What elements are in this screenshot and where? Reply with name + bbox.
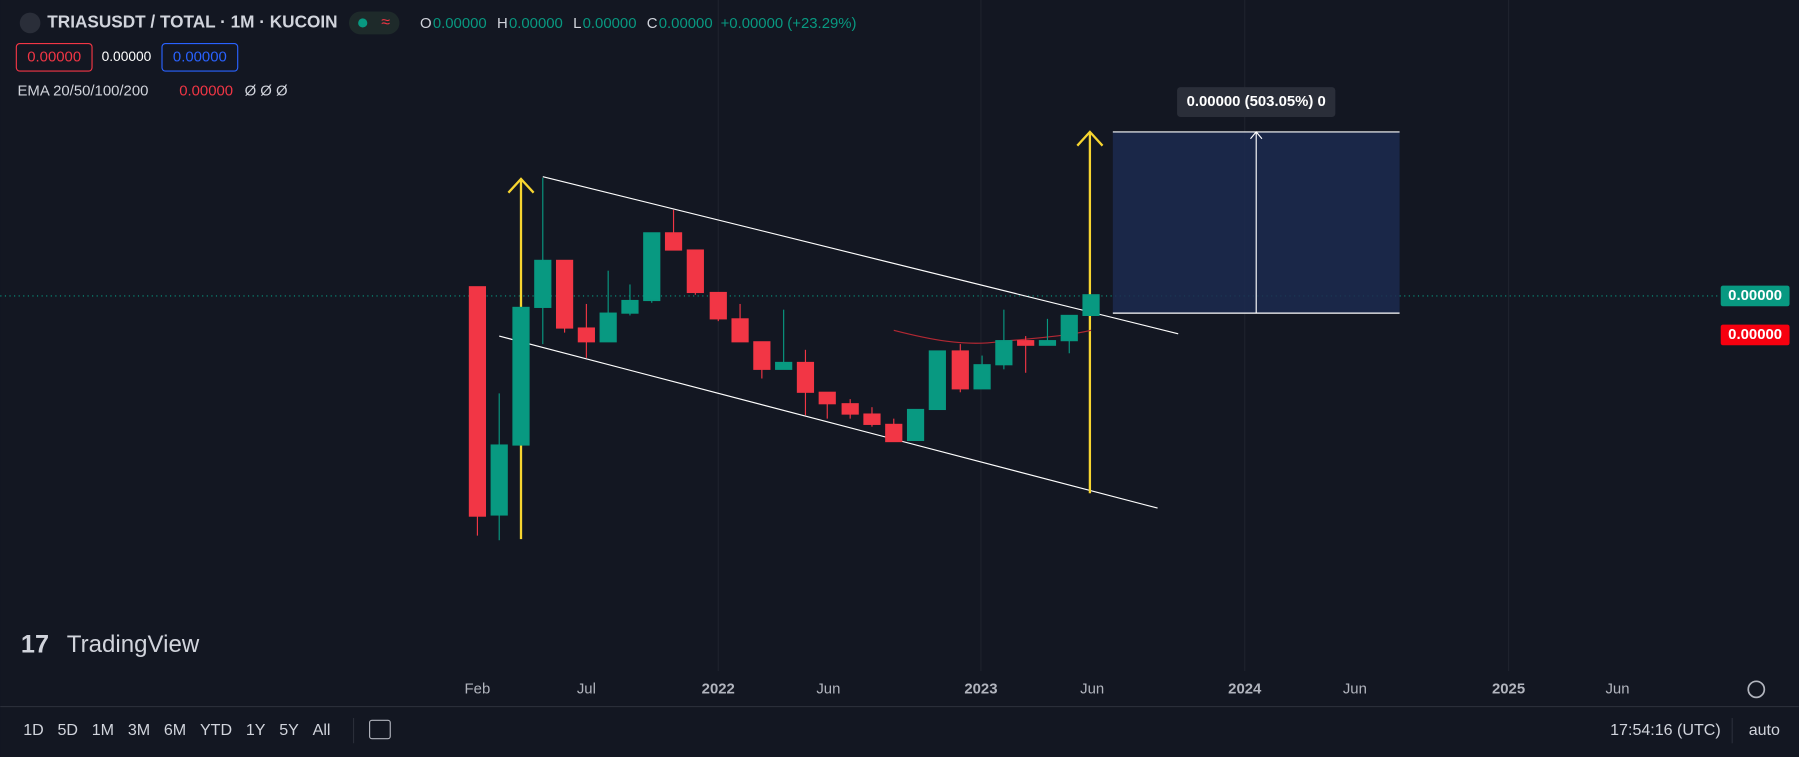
ohlc-value: 0.00000 xyxy=(509,16,563,32)
range-button[interactable]: 6M xyxy=(164,721,186,739)
ohlc-key: C xyxy=(647,16,658,32)
time-label: 2024 xyxy=(1228,681,1262,697)
drawings xyxy=(499,131,1400,509)
candles xyxy=(468,177,1100,541)
badge xyxy=(161,43,239,72)
change: +0.00000 (+23.29%) xyxy=(721,16,857,32)
status-icon: ≈ xyxy=(381,13,390,31)
range-button[interactable]: 3M xyxy=(128,721,150,739)
ohlc-key: O xyxy=(420,16,432,32)
time-label: 2023 xyxy=(964,681,997,697)
ohlc-value: 0.00000 xyxy=(583,16,637,32)
badge-label: 0.00000 xyxy=(102,49,152,64)
measure-tooltip xyxy=(1177,87,1336,117)
time-label: 2022 xyxy=(702,681,735,697)
ohlc-key: H xyxy=(497,16,508,32)
time-label: Jul xyxy=(577,681,596,697)
time-axis: Feb Jul 2022 Jun 2023 Jun 2024 Jun 2025 Jun xyxy=(465,681,1630,697)
measure-label: 0.00000 (503.05%) 0 xyxy=(1187,94,1326,110)
badge xyxy=(15,43,93,72)
range-button[interactable]: All xyxy=(313,721,331,739)
ohlc-key: L xyxy=(573,16,581,32)
price-label: 0.00000 xyxy=(1728,327,1782,343)
range-button[interactable]: YTD xyxy=(200,721,232,739)
price-tag xyxy=(1720,324,1790,346)
range-button[interactable]: 5D xyxy=(57,721,78,739)
range-button[interactable]: 1Y xyxy=(246,721,266,739)
badge-label: 0.00000 xyxy=(27,49,81,65)
indicator-name[interactable]: EMA 20/50/100/200 xyxy=(17,84,148,100)
symbol[interactable]: TRIASUSDT / TOTAL · 1M · KUCOIN xyxy=(47,11,337,31)
scale-mode[interactable]: auto xyxy=(1749,721,1780,739)
indicator-value: 0.00000 xyxy=(179,84,233,100)
time-label: Jun xyxy=(1605,681,1629,697)
logo-mark: 17 xyxy=(21,630,49,658)
time-label: Feb xyxy=(465,681,491,697)
status-pill xyxy=(348,11,400,35)
range-button[interactable]: 1D xyxy=(23,721,44,739)
ohlc-value: 0.00000 xyxy=(433,16,487,32)
time-label: 2025 xyxy=(1492,681,1525,697)
time-label: Jun xyxy=(1343,681,1367,697)
settings-icon[interactable] xyxy=(1747,680,1766,699)
range-button[interactable]: 1M xyxy=(92,721,114,739)
ohlc: O 0.00000 H 0.00000 L 0.00000 C 0.00000 xyxy=(420,16,713,32)
range-button[interactable]: 5Y xyxy=(279,721,299,739)
status-dot xyxy=(358,18,368,28)
clock: 17:54:16 (UTC) xyxy=(1610,721,1721,739)
goto-date-icon[interactable] xyxy=(369,719,391,740)
symbol-icon xyxy=(19,12,41,34)
badge-label: 0.00000 xyxy=(173,49,227,65)
price-tag xyxy=(1720,285,1790,307)
time-label: Jun xyxy=(1080,681,1104,697)
price-label: 0.00000 xyxy=(1728,288,1782,304)
time-label: Jun xyxy=(816,681,840,697)
ohlc-value: 0.00000 xyxy=(659,16,713,32)
logo: TradingView xyxy=(67,631,200,658)
range-toolbar: 1D 5D 1M 3M 6M YTD 1Y 5Y All xyxy=(23,721,330,739)
indicator-rest: Ø Ø Ø xyxy=(245,84,288,100)
